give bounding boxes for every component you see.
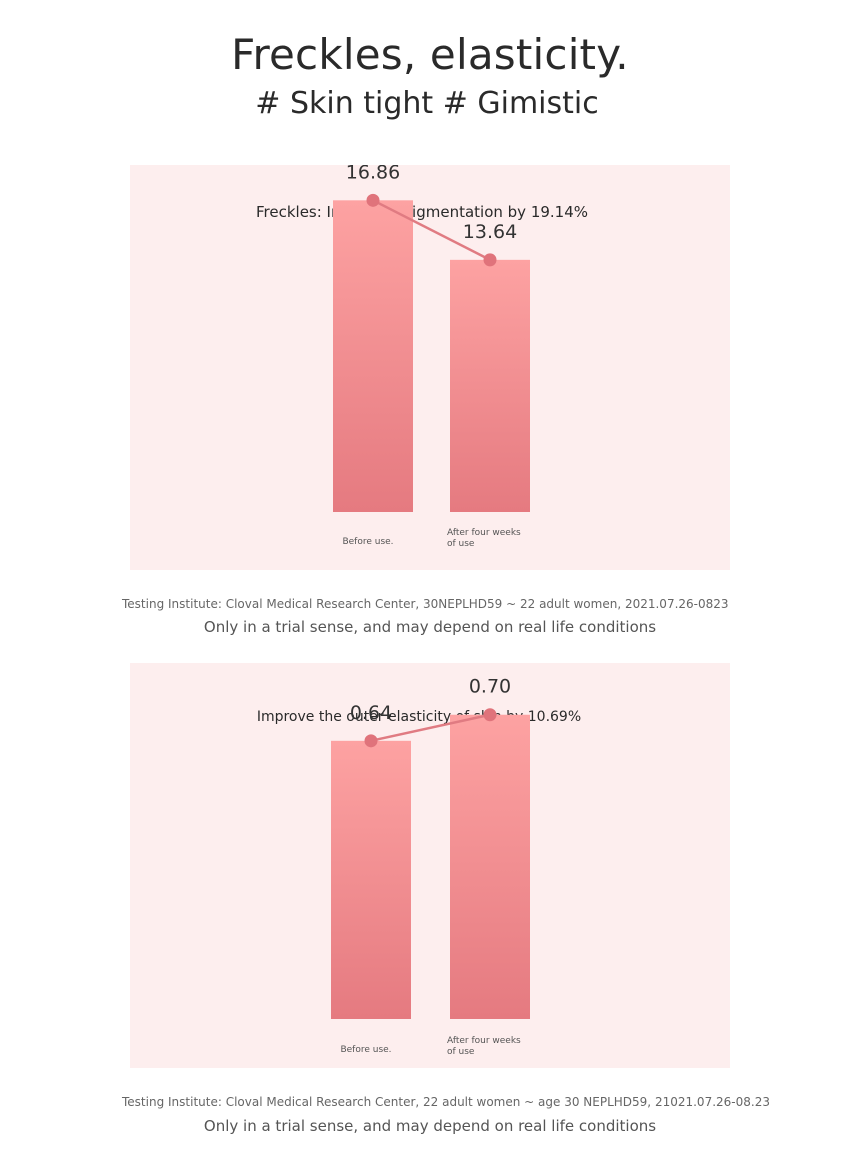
bar-1 (450, 259, 530, 512)
value-label-1: 13.64 (463, 221, 517, 243)
disclaimer-note: Only in a trial sense, and may depend on… (203, 1117, 657, 1135)
chart-panel-freckles: Freckles: Improved pigmentation by 19.14… (130, 165, 730, 570)
source-note: Testing Institute: Cloval Medical Resear… (122, 1095, 770, 1109)
bar-0 (331, 740, 411, 1019)
trend-line (370, 713, 491, 743)
trend-line (372, 199, 491, 261)
source-note: Testing Institute: Cloval Medical Resear… (122, 597, 729, 611)
category-label-1: After four weeks (447, 1036, 521, 1046)
value-label-0: 16.86 (346, 165, 400, 183)
category-label-1: After four weeks (447, 528, 521, 538)
category-label-1: of use (447, 539, 475, 549)
chart-panel-elasticity: Improve the outer elasticity of skin by … (130, 663, 730, 1068)
page-subtitle: # Skin tight # Gimistic (255, 86, 599, 121)
category-label-1: of use (447, 1047, 475, 1057)
category-label-0: Before use. (342, 537, 393, 547)
data-point-0 (366, 193, 380, 207)
page-title: Freckles, elasticity. (231, 30, 629, 79)
bar-0 (333, 200, 413, 512)
category-label-0: Before use. (340, 1045, 391, 1055)
bar-chart-freckles: 16.86 Before use. 13.64 After four weeksof … (333, 165, 530, 549)
value-label-0: 0.64 (350, 702, 392, 724)
data-point-1 (483, 708, 497, 722)
value-label-1: 0.70 (469, 676, 511, 698)
bar-1 (450, 714, 530, 1019)
disclaimer-note: Only in a trial sense, and may depend on… (203, 618, 657, 636)
data-point-0 (364, 734, 378, 748)
data-point-1 (483, 253, 497, 267)
